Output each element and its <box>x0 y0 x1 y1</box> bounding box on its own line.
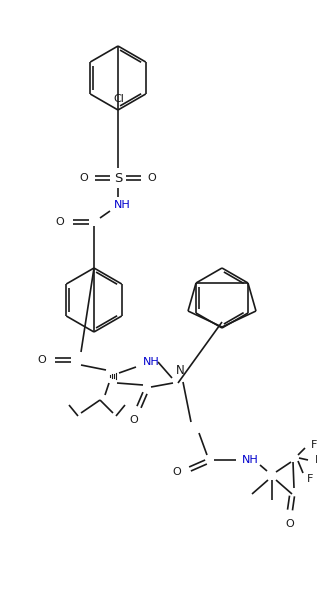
Text: S: S <box>114 171 122 184</box>
Text: O: O <box>38 355 46 365</box>
Text: O: O <box>130 415 139 425</box>
Text: NH: NH <box>143 357 159 367</box>
Text: O: O <box>173 467 181 477</box>
Text: O: O <box>286 519 294 529</box>
Text: F: F <box>315 455 317 465</box>
Text: F: F <box>307 474 313 484</box>
Text: O: O <box>148 173 156 183</box>
Text: Cl: Cl <box>113 94 125 104</box>
Text: N: N <box>176 364 184 376</box>
Text: NH: NH <box>242 455 258 465</box>
Text: O: O <box>80 173 88 183</box>
Text: O: O <box>55 217 64 227</box>
Text: NH: NH <box>113 200 130 210</box>
Text: F: F <box>311 440 317 450</box>
